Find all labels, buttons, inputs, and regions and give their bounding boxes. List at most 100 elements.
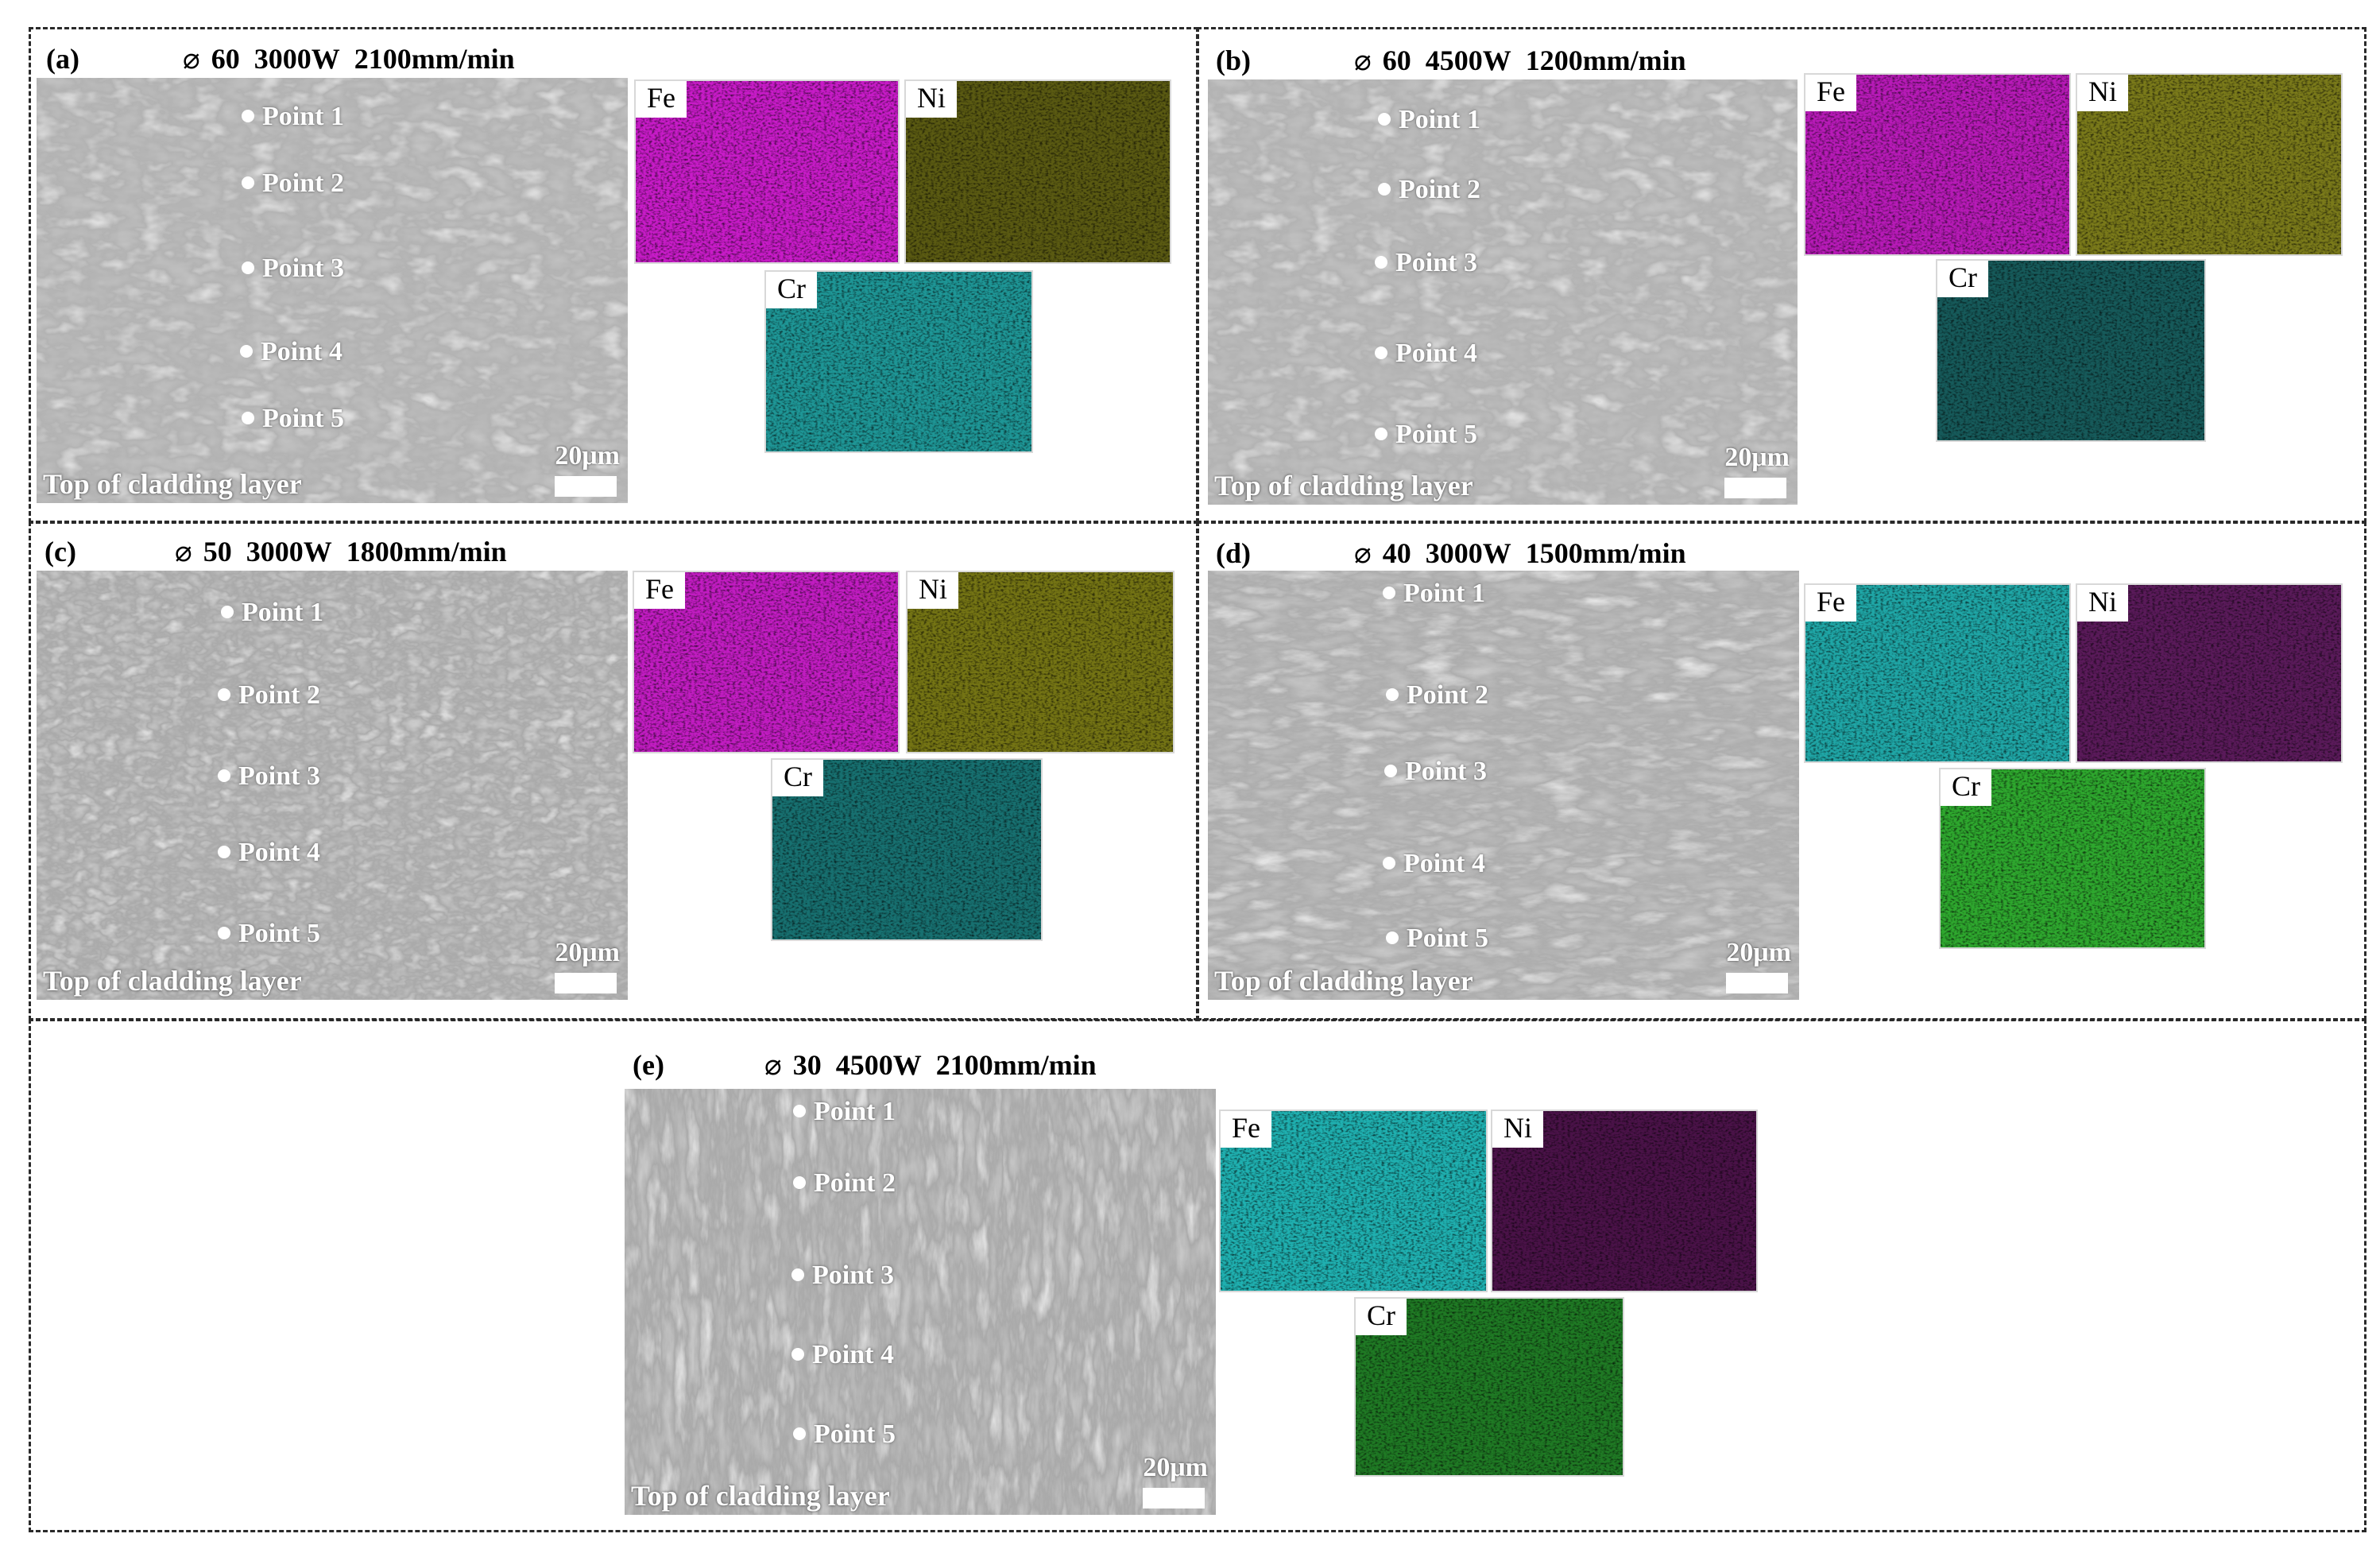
eds-map-fe: Fe bbox=[634, 79, 900, 264]
panel-tag: (c) bbox=[45, 536, 76, 567]
analysis-point: Point 2 bbox=[242, 170, 344, 197]
analysis-point: Point 4 bbox=[218, 839, 320, 866]
analysis-point: Point 1 bbox=[793, 1098, 896, 1125]
eds-map-label: Ni bbox=[2077, 75, 2128, 111]
diameter-value: 60 bbox=[1382, 45, 1411, 76]
eds-map-ni: Ni bbox=[2076, 583, 2343, 763]
scale-bar-label: 20μm bbox=[555, 938, 620, 967]
eds-map-label: Ni bbox=[1492, 1111, 1543, 1148]
eds-map-label: Fe bbox=[634, 572, 685, 609]
analysis-point: Point 2 bbox=[1378, 176, 1480, 203]
sem-caption: Top of cladding layer bbox=[631, 1480, 890, 1512]
scale-bar-label: 20μm bbox=[1143, 1453, 1208, 1482]
eds-map-label: Cr bbox=[1941, 769, 1991, 806]
sem-caption: Top of cladding layer bbox=[1214, 965, 1473, 997]
scale-bar-label: 20μm bbox=[555, 441, 620, 471]
sem-texture bbox=[37, 78, 628, 503]
analysis-point: Point 5 bbox=[242, 405, 344, 432]
analysis-point: Point 3 bbox=[218, 763, 320, 790]
laser-power: 4500W bbox=[835, 1049, 922, 1081]
eds-map-label: Ni bbox=[906, 81, 957, 118]
analysis-point: Point 5 bbox=[218, 920, 320, 947]
eds-map-label: Cr bbox=[772, 760, 823, 796]
eds-map-label: Fe bbox=[1805, 75, 1856, 111]
panel-tag: (d) bbox=[1216, 537, 1251, 569]
diameter-value: 60 bbox=[211, 43, 240, 75]
analysis-point: Point 4 bbox=[791, 1342, 894, 1369]
eds-map-fe: Fe bbox=[1804, 583, 2071, 763]
process-parameters: ⌀ 60 3000W 2100mm/min bbox=[183, 45, 515, 73]
scan-speed: 2100mm/min bbox=[354, 43, 515, 75]
diameter-symbol: ⌀ bbox=[183, 43, 200, 75]
diameter-value: 40 bbox=[1382, 537, 1411, 569]
eds-map-label: Fe bbox=[1805, 585, 1856, 622]
analysis-point: Point 3 bbox=[1384, 758, 1487, 785]
scan-speed: 2100mm/min bbox=[935, 1049, 1097, 1081]
eds-map-label: Cr bbox=[1356, 1299, 1407, 1335]
process-parameters: ⌀ 50 3000W 1800mm/min bbox=[175, 537, 507, 566]
scale-bar bbox=[555, 476, 617, 497]
sem-micrograph: Point 1 Point 2 Point 3 Point 4 Point 5 … bbox=[1208, 571, 1799, 1000]
eds-map-label: Ni bbox=[2077, 585, 2128, 622]
sem-micrograph: Point 1 Point 2 Point 3 Point 4 Point 5 … bbox=[37, 571, 628, 1000]
diameter-symbol: ⌀ bbox=[175, 536, 192, 567]
analysis-point: Point 3 bbox=[1375, 250, 1477, 277]
scale-bar bbox=[1726, 973, 1788, 993]
sem-texture bbox=[625, 1089, 1216, 1515]
scan-speed: 1200mm/min bbox=[1525, 45, 1686, 76]
scale-bar bbox=[1143, 1488, 1205, 1508]
eds-map-label: Fe bbox=[636, 81, 687, 118]
analysis-point: Point 1 bbox=[242, 103, 344, 130]
scale-bar bbox=[555, 973, 617, 993]
scale-bar-label: 20μm bbox=[1724, 443, 1790, 472]
analysis-point: Point 4 bbox=[1375, 340, 1477, 367]
sem-caption: Top of cladding layer bbox=[43, 468, 302, 500]
analysis-point: Point 4 bbox=[1383, 850, 1485, 877]
eds-map-label: Cr bbox=[766, 272, 817, 308]
panel-tag: (a) bbox=[46, 43, 79, 75]
eds-map-cr: Cr bbox=[764, 270, 1033, 453]
diameter-symbol: ⌀ bbox=[1354, 45, 1372, 76]
eds-map-fe: Fe bbox=[1219, 1110, 1488, 1292]
analysis-point: Point 1 bbox=[1383, 580, 1485, 607]
sem-caption: Top of cladding layer bbox=[1214, 470, 1473, 502]
analysis-point: Point 5 bbox=[1375, 421, 1477, 448]
eds-map-ni: Ni bbox=[906, 571, 1175, 753]
diameter-symbol: ⌀ bbox=[764, 1049, 782, 1081]
scan-speed: 1500mm/min bbox=[1525, 537, 1686, 569]
eds-map-ni: Ni bbox=[2076, 73, 2343, 256]
sem-micrograph: Point 1 Point 2 Point 3 Point 4 Point 5 … bbox=[37, 78, 628, 503]
analysis-point: Point 5 bbox=[1386, 925, 1488, 952]
analysis-point: Point 1 bbox=[221, 599, 323, 626]
scale-bar-label: 20μm bbox=[1726, 938, 1791, 967]
eds-map-fe: Fe bbox=[1804, 73, 2071, 256]
analysis-point: Point 5 bbox=[793, 1421, 896, 1448]
analysis-point: Point 3 bbox=[242, 255, 344, 282]
process-parameters: ⌀ 30 4500W 2100mm/min bbox=[764, 1051, 1097, 1079]
sem-texture bbox=[1208, 79, 1798, 505]
eds-map-label: Ni bbox=[907, 572, 958, 609]
scale-bar bbox=[1724, 478, 1786, 498]
eds-map-label: Fe bbox=[1221, 1111, 1271, 1148]
analysis-point: Point 1 bbox=[1378, 107, 1480, 134]
eds-map-cr: Cr bbox=[1354, 1297, 1624, 1477]
sem-caption: Top of cladding layer bbox=[43, 965, 302, 997]
panel-tag: (b) bbox=[1216, 45, 1251, 76]
eds-map-label: Cr bbox=[1937, 261, 1988, 297]
diameter-symbol: ⌀ bbox=[1354, 537, 1372, 569]
diameter-value: 50 bbox=[203, 536, 232, 567]
process-parameters: ⌀ 60 4500W 1200mm/min bbox=[1354, 46, 1686, 75]
laser-power: 3000W bbox=[1425, 537, 1511, 569]
diameter-value: 30 bbox=[792, 1049, 822, 1081]
sem-texture bbox=[37, 571, 628, 1000]
sem-micrograph: Point 1 Point 2 Point 3 Point 4 Point 5 … bbox=[625, 1089, 1216, 1515]
panel-tag: (e) bbox=[633, 1049, 664, 1081]
laser-power: 4500W bbox=[1425, 45, 1511, 76]
analysis-point: Point 2 bbox=[1386, 682, 1488, 709]
eds-map-fe: Fe bbox=[633, 571, 900, 753]
sem-texture bbox=[1208, 571, 1799, 1000]
analysis-point: Point 2 bbox=[793, 1170, 896, 1197]
analysis-point: Point 2 bbox=[218, 682, 320, 709]
scan-speed: 1800mm/min bbox=[346, 536, 507, 567]
eds-map-ni: Ni bbox=[1491, 1110, 1758, 1292]
